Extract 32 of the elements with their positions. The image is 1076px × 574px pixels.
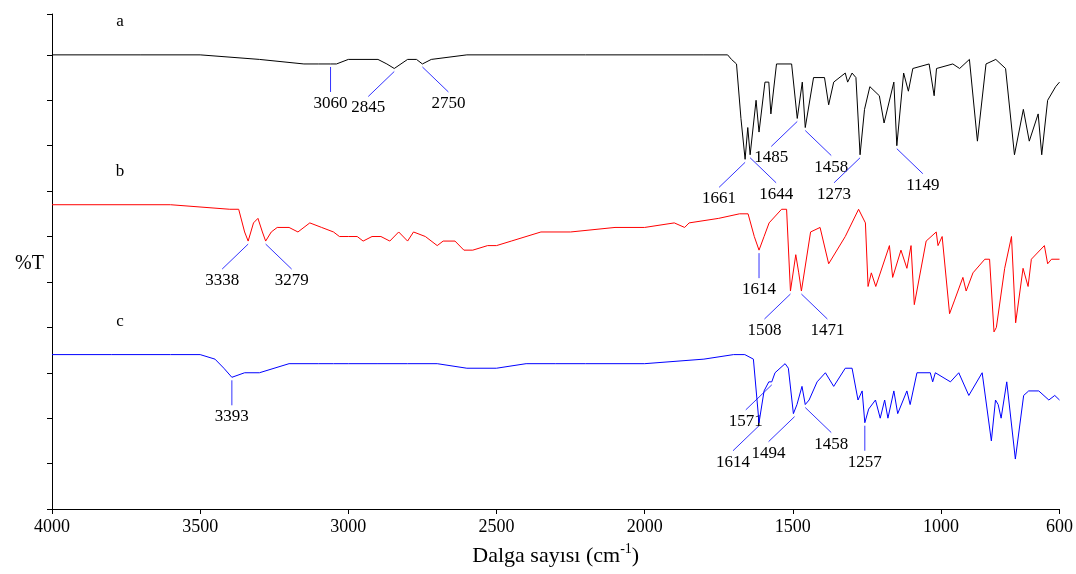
annotation: 1458	[814, 156, 849, 176]
annotation: 1257	[847, 451, 883, 471]
series-label: b	[115, 160, 125, 180]
annotation: 1485	[754, 147, 789, 167]
annotation: 1471	[810, 320, 845, 340]
annotation: 1661	[702, 188, 737, 208]
series-label: c	[116, 310, 125, 330]
y-axis-title: %T	[15, 250, 44, 273]
x-tick-label: 2000	[626, 516, 663, 536]
annotation: 3338	[205, 270, 240, 290]
annotation: 1508	[747, 320, 782, 340]
annotation: 1149	[906, 174, 940, 194]
annotation: 1494	[751, 442, 787, 462]
x-tick-label: 600	[1046, 516, 1073, 536]
x-tick-label: 4000	[34, 516, 70, 536]
x-tick-label: 3500	[182, 516, 219, 536]
annotation: 1571	[728, 410, 763, 430]
annotation: 1644	[759, 183, 794, 203]
x-tick-label: 2500	[478, 516, 515, 536]
annotation: 3060	[313, 92, 348, 112]
annotation: 1273	[817, 183, 852, 203]
annotation: 2750	[431, 92, 466, 112]
x-tick-label: 3000	[330, 516, 367, 536]
annotation: 1458	[814, 433, 849, 453]
annotation: 3393	[214, 406, 249, 426]
annotation: 3279	[274, 270, 309, 290]
series-label: a	[116, 10, 125, 30]
x-tick-label: 1000	[922, 516, 959, 536]
x-tick-label: 1500	[774, 516, 811, 536]
annotation: 1614	[716, 451, 751, 471]
annotation: 1614	[742, 279, 777, 299]
annotation: 2845	[351, 97, 386, 117]
